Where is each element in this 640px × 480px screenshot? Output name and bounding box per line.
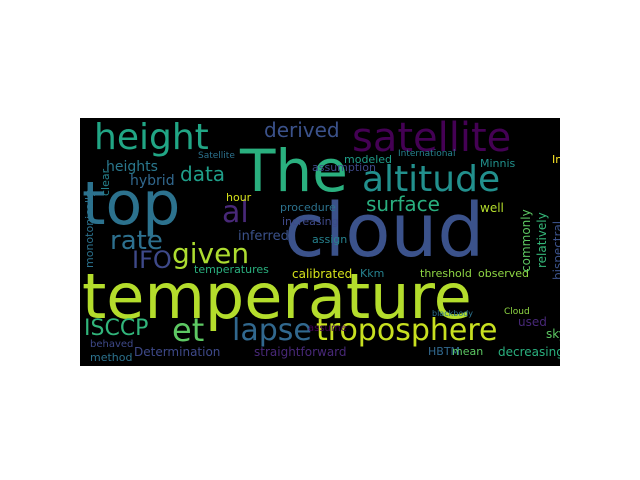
word-bispectral: bispectral xyxy=(551,220,560,280)
word-method: method xyxy=(90,351,133,364)
word-isccp: ISCCP xyxy=(84,316,149,341)
word-determination: Determination xyxy=(134,345,221,359)
word-sky: sky xyxy=(546,327,560,341)
word-satellite-cap: Satellite xyxy=(198,151,235,161)
word-hbtm: HBTM xyxy=(428,345,461,358)
word-calibrated: calibrated xyxy=(292,267,353,281)
word-assign: assign xyxy=(312,233,348,246)
word-clear: clear xyxy=(99,168,112,196)
word-monotonically: monotonically xyxy=(83,190,96,268)
word-kkm: Kkm xyxy=(360,267,385,280)
word-assume: assume xyxy=(308,323,347,334)
word-the: The xyxy=(240,137,348,205)
word-derived: derived xyxy=(264,118,340,142)
word-rate: rate xyxy=(110,226,163,256)
word-hour: hour xyxy=(226,191,252,204)
word-relatively: relatively xyxy=(535,212,549,268)
word-decreasing: decreasing xyxy=(498,345,560,359)
word-temperatures: temperatures xyxy=(194,263,269,276)
word-temperature: temperature xyxy=(82,260,472,333)
word-used: used xyxy=(518,315,547,329)
word-assumption: assumption xyxy=(312,161,376,174)
word-cloud: cloud xyxy=(284,188,485,274)
word-hybrid: hybrid xyxy=(130,173,175,189)
word-observed: observed xyxy=(478,267,529,280)
word-heights: heights xyxy=(106,159,158,175)
word-cloud-small: Cloud xyxy=(504,307,530,317)
word-height: height xyxy=(94,118,209,158)
word-given: given xyxy=(172,237,250,270)
word-international: International xyxy=(398,149,456,159)
word-satellite: satellite xyxy=(352,118,512,161)
word-ifo: IFO xyxy=(132,246,172,274)
word-modeled: modeled xyxy=(344,153,393,166)
word-cloud-panel: temperature cloud The top satellite heig… xyxy=(80,118,560,366)
word-straightforward: straightforward xyxy=(254,345,347,359)
word-surface: surface xyxy=(366,192,440,216)
word-data: data xyxy=(180,162,226,186)
word-top: top xyxy=(82,169,181,239)
word-behaved: behaved xyxy=(90,339,134,350)
word-well: well xyxy=(480,201,504,215)
word-minnis: Minnis xyxy=(480,157,516,170)
word-inferred: inferred xyxy=(238,229,289,244)
word-blackbody: blackbody xyxy=(432,309,474,318)
word-threshold: threshold xyxy=(420,267,472,280)
word-troposphere: troposphere xyxy=(316,313,498,348)
word-commonly: commonly xyxy=(519,209,533,272)
word-increasing: increasing xyxy=(282,215,339,228)
word-et: et xyxy=(172,311,205,349)
word-in: In xyxy=(552,153,560,166)
word-al: al xyxy=(222,195,249,230)
word-procedure: procedure xyxy=(280,201,336,214)
word-lapse: lapse xyxy=(232,313,312,348)
word-mean: mean xyxy=(452,345,484,358)
word-altitude: altitude xyxy=(362,159,501,200)
